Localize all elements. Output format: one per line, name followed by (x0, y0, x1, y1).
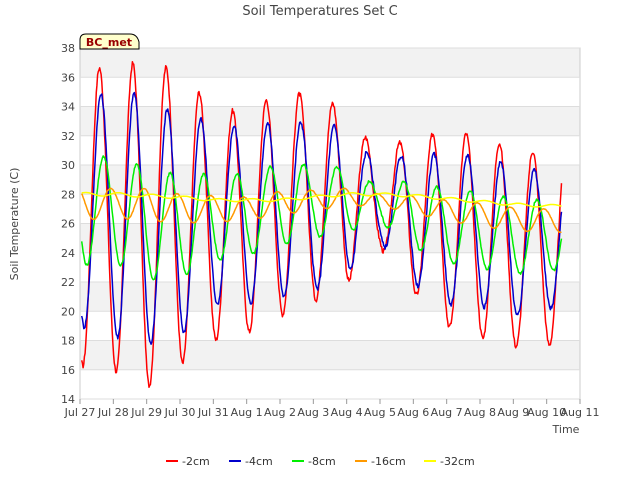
background-band (80, 252, 580, 282)
station-badge-label: BC_met (86, 36, 132, 49)
x-tick-label: Jul 31 (197, 406, 229, 419)
y-tick-label: 28 (61, 188, 75, 201)
legend-label: -8cm (308, 455, 336, 468)
y-tick-label: 16 (61, 364, 75, 377)
y-tick-label: 30 (61, 159, 75, 172)
y-axis-label: Soil Temperature (C) (8, 168, 21, 281)
background-band (80, 223, 580, 253)
series-lines (80, 60, 563, 389)
legend: -2cm -4cm -8cm -16cm -32cm (166, 455, 475, 468)
series-line-minus-32cm (81, 191, 562, 208)
y-tick-label: 36 (61, 71, 75, 84)
x-tick-label: Aug 7 (431, 406, 463, 419)
station-badge: BC_met (79, 33, 140, 50)
x-tick-label: Jul 29 (130, 406, 162, 419)
x-axis-ticks: Jul 27 Jul 28 Jul 29 Jul 30 Jul 31 Aug 1 Aug 2… (64, 399, 600, 419)
x-tick-label: Aug 9 (497, 406, 529, 419)
legend-label: -16cm (371, 455, 406, 468)
series-line-minus-16cm (81, 187, 562, 234)
x-tick-label: Aug 10 (527, 406, 566, 419)
x-tick-label: Aug 5 (364, 406, 396, 419)
legend-label: -4cm (245, 455, 273, 468)
x-axis-label: Time (552, 423, 580, 436)
y-tick-label: 26 (61, 218, 75, 231)
x-tick-label: Aug 3 (297, 406, 329, 419)
chart-title: Soil Temperatures Set C (242, 4, 397, 19)
y-tick-label: 32 (61, 130, 75, 143)
series-line-minus-2cm (80, 60, 563, 389)
y-tick-label: 18 (61, 335, 75, 348)
x-tick-label: Jul 30 (164, 406, 196, 419)
series-line-minus-8cm (80, 155, 563, 281)
series-line-minus-4cm (80, 91, 563, 345)
x-tick-label: Jul 28 (97, 406, 129, 419)
x-tick-label: Aug 6 (397, 406, 429, 419)
station-badge-box (79, 33, 140, 50)
x-tick-label: Aug 8 (464, 406, 496, 419)
y-tick-label: 38 (61, 42, 75, 55)
y-tick-label: 14 (61, 393, 75, 406)
y-tick-label: 22 (61, 276, 75, 289)
background-band (80, 77, 580, 107)
x-tick-label: Aug 11 (561, 406, 600, 419)
legend-label: -32cm (440, 455, 475, 468)
x-tick-label: Aug 1 (231, 406, 263, 419)
background-band (80, 311, 580, 341)
y-tick-label: 24 (61, 247, 75, 260)
background-band (80, 340, 580, 370)
y-tick-label: 20 (61, 305, 75, 318)
background-band (80, 282, 580, 312)
x-tick-label: Aug 2 (264, 406, 296, 419)
x-tick-label: Jul 27 (64, 406, 96, 419)
x-tick-label: Aug 4 (331, 406, 363, 419)
background-band (80, 369, 580, 399)
y-tick-label: 34 (61, 101, 75, 114)
background-band (80, 48, 580, 78)
legend-label: -2cm (182, 455, 210, 468)
y-axis-ticks: 14 16 18 20 22 24 26 28 30 32 34 36 38 (61, 42, 75, 406)
